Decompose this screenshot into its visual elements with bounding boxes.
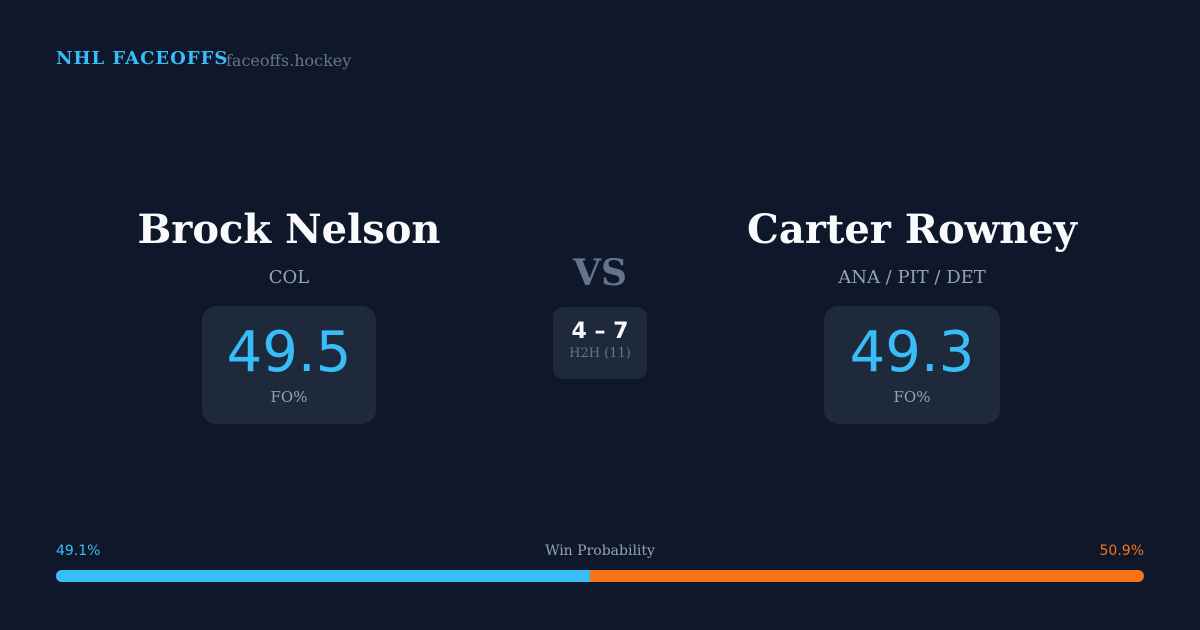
left-win-pct: 49.1%: [56, 543, 101, 559]
h2h-card: 4 – 7 H2H (11): [553, 307, 647, 379]
brand-title: NHL FACEOFFS: [56, 48, 229, 69]
right-win-pct: 50.9%: [1099, 543, 1144, 559]
fo-label: FO%: [893, 388, 931, 406]
fo-label: FO%: [270, 388, 308, 406]
h2h-label: H2H (11): [569, 346, 631, 361]
player-name: Carter Rowney: [747, 206, 1077, 253]
left-probability-fill: [56, 570, 591, 582]
fo-card: 49.5 FO%: [202, 306, 376, 424]
right-player: Carter Rowney ANA / PIT / DET 49.3 FO%: [702, 206, 1122, 424]
win-probability-bar: [56, 570, 1144, 582]
player-team: COL: [268, 267, 310, 288]
player-name: Brock Nelson: [137, 206, 441, 253]
fo-value: 49.5: [226, 320, 352, 385]
site-url: faceoffs.hockey: [226, 51, 352, 70]
player-team: ANA / PIT / DET: [838, 267, 986, 288]
fo-card: 49.3 FO%: [824, 306, 1000, 424]
vs-label: VS: [573, 252, 627, 294]
h2h-score: 4 – 7: [571, 319, 629, 344]
left-player: Brock Nelson COL 49.5 FO%: [79, 206, 499, 424]
fo-value: 49.3: [849, 320, 975, 385]
win-probability-label: Win Probability: [545, 543, 655, 559]
